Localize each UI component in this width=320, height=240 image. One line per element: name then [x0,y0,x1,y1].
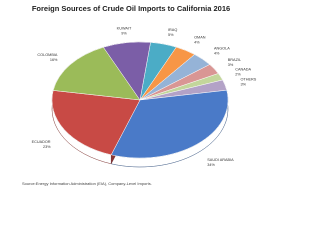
slice-label: ANGOLA [214,46,230,50]
slice-value: 4% [214,51,220,55]
slice-value: 5% [168,33,174,37]
slice-label: OTHERS [240,77,256,81]
pie-slice [52,46,141,101]
pie-slice [51,90,141,156]
slice-value: 9% [121,31,127,35]
slice-value: 16% [50,58,58,62]
chart-title: Foreign Sources of Crude Oil Imports to … [32,4,230,13]
slice-label: ECUADOR [32,140,51,144]
slice-label: IRAQ [168,28,177,32]
source-note: Source:Energy Information Administration… [22,181,152,186]
slice-value: 34% [207,163,215,167]
slice-value: 4% [194,41,200,45]
chart: Foreign Sources of Crude Oil Imports to … [22,4,257,186]
pie-slice [102,41,151,101]
slice-value: 2% [235,72,241,76]
slice-label: OMAN [194,36,206,40]
slice-label: KUWAIT [117,26,132,30]
slice-label: BRAZIL [228,58,241,62]
pie-slice [110,89,229,159]
slice-value: 3% [240,82,246,86]
slice-label: SAUDI ARABIA [207,158,234,162]
slice-label: COLOMBIA [37,53,58,57]
slice-label: CANADA [235,67,251,71]
slice-value: 3% [228,63,234,67]
slice-value: 23% [43,145,51,149]
